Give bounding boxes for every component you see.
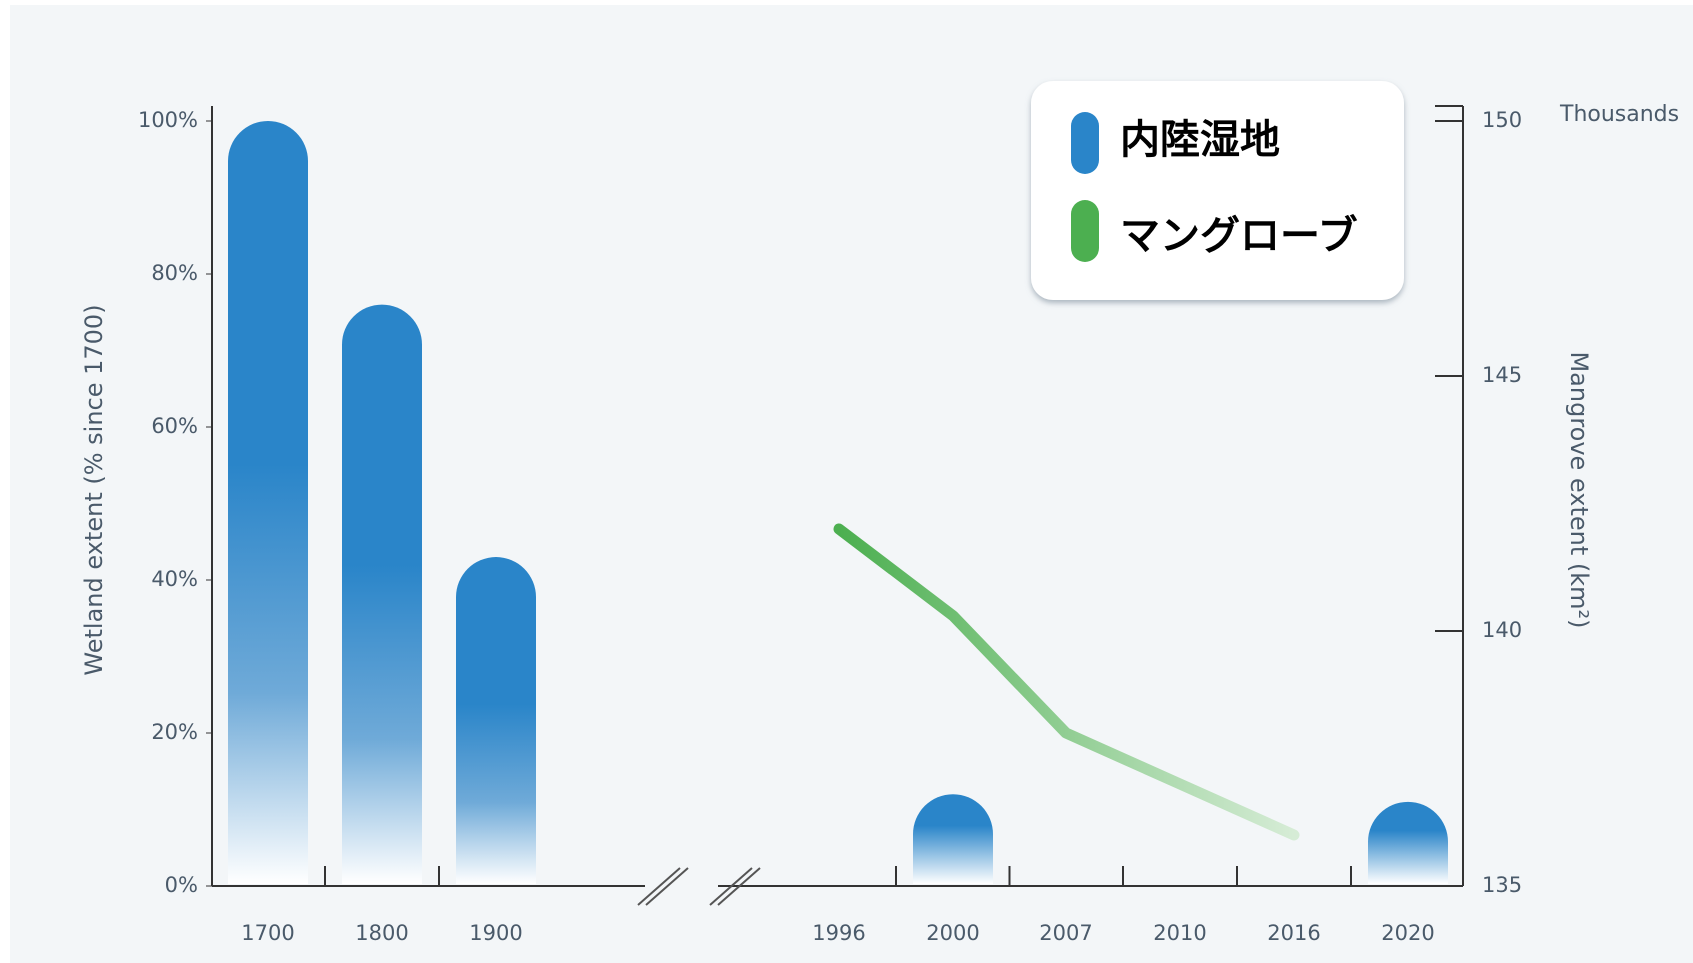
y-tick-label: 20%: [151, 720, 198, 744]
y-tick-label: 0%: [165, 873, 198, 897]
legend-box: [1031, 81, 1404, 300]
x-tick-label: 2016: [1267, 921, 1320, 945]
y2-axis-label: Mangrove extent (km²): [1565, 351, 1593, 628]
legend-label: 内陸湿地: [1120, 117, 1280, 163]
bar: [1368, 801, 1448, 884]
x-tick-label: 1900: [469, 921, 522, 945]
x-tick-label: 1800: [355, 921, 408, 945]
y-tick-label: 80%: [151, 261, 198, 285]
y2-tick-label: 145: [1482, 363, 1522, 387]
x-tick-label: 1996: [812, 921, 865, 945]
y-tick-label: 40%: [151, 567, 198, 591]
plot: 0% 20% 40% 60% 80% 100% 135 140 145 150 1700 1800 19…: [138, 108, 1522, 945]
bar: [228, 121, 308, 884]
x-tick-label: 1700: [241, 921, 294, 945]
x-tick-label: 2020: [1381, 921, 1434, 945]
x-tick-label: 2007: [1039, 921, 1092, 945]
line: [833, 523, 1300, 841]
y-tick-label: 60%: [151, 414, 198, 438]
bar: [342, 304, 422, 884]
x-tick-label: 2010: [1153, 921, 1206, 945]
y-axis-label: Wetland extent (% since 1700): [80, 304, 108, 675]
x-tick-label: 2000: [926, 921, 979, 945]
legend-label: マングローブ: [1120, 213, 1358, 259]
y2-tick-label: 135: [1482, 873, 1522, 897]
bar: [913, 794, 993, 884]
legend: 内陸湿地 マングローブ: [1031, 81, 1404, 300]
legend-swatch: [1071, 200, 1099, 262]
y2-tick-label: 150: [1482, 108, 1522, 132]
y2-unit: Thousands: [1559, 102, 1679, 127]
axis-break: [637, 867, 761, 906]
y2-tick-label: 140: [1482, 618, 1522, 642]
legend-swatch: [1071, 112, 1099, 174]
bar: [456, 557, 536, 884]
y-tick-label: 100%: [138, 108, 198, 132]
